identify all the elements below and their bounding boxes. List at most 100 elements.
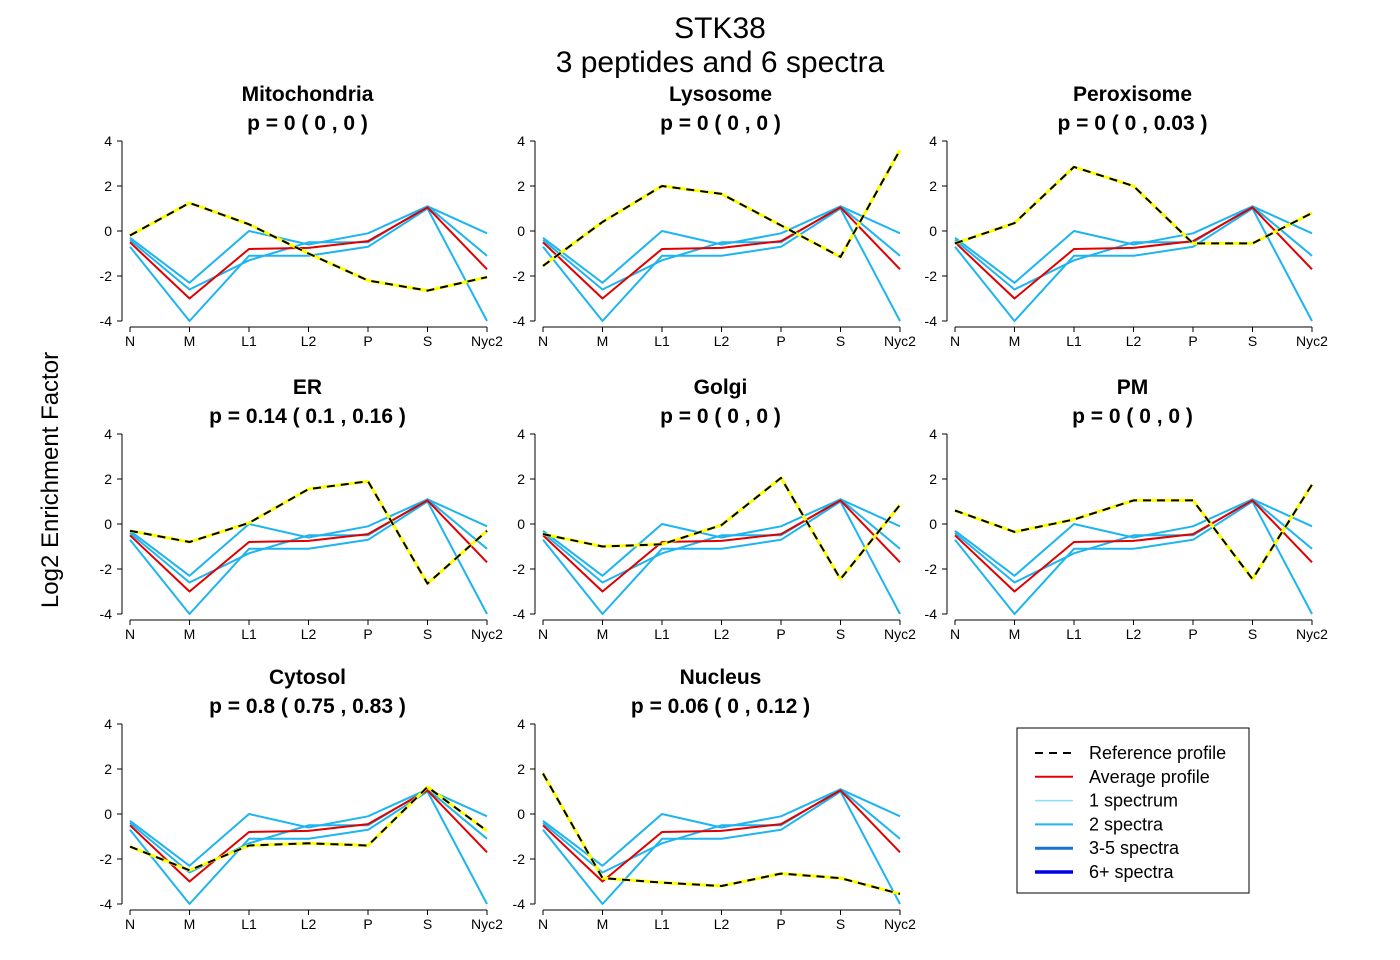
- x-tick-label: Nyc2: [471, 333, 503, 349]
- x-tick-label: Nyc2: [1296, 333, 1328, 349]
- x-tick-label: Nyc2: [471, 916, 503, 932]
- y-tick-label: -2: [100, 268, 113, 284]
- panel-title: Nucleus: [680, 666, 762, 689]
- x-tick-label: L2: [714, 916, 730, 932]
- x-tick-label: Nyc2: [884, 916, 916, 932]
- x-tick-label: M: [597, 626, 609, 642]
- average-profile-line: [129, 789, 488, 883]
- spectrum-line-3: [542, 498, 901, 584]
- x-tick-label: M: [184, 916, 196, 932]
- y-tick-label: 2: [517, 471, 525, 487]
- reference-profile-underline: [954, 483, 1314, 581]
- x-tick-label: L1: [654, 626, 670, 642]
- spectrum-line-2: [129, 790, 488, 905]
- y-tick-label: -4: [100, 896, 113, 912]
- panel-title: Mitochondria: [242, 83, 374, 106]
- y-tick-label: 2: [929, 178, 937, 194]
- average-profile-line: [954, 499, 1313, 593]
- legend-label: 6+ spectra: [1089, 862, 1175, 882]
- x-tick-label: S: [1248, 333, 1257, 349]
- y-tick-label: -2: [513, 268, 526, 284]
- spectrum-line-3: [129, 205, 488, 291]
- legend-item-reference-profile: Reference profile: [1035, 743, 1226, 763]
- x-tick-label: L2: [714, 333, 730, 349]
- legend-label: 1 spectrum: [1089, 791, 1178, 811]
- panel-pm: PM p = 0 ( 0 , 0 ) 4 2 0 -2 -4 N M L1 L2 P S Nyc2: [925, 376, 1329, 642]
- x-tick-label: P: [1188, 626, 1197, 642]
- spectrum-line-3: [954, 498, 1313, 584]
- y-tick-label: 2: [104, 761, 112, 777]
- spectrum-line-3: [129, 788, 488, 874]
- y-tick-label: -4: [925, 313, 938, 329]
- x-tick-label: M: [1009, 333, 1021, 349]
- x-tick-label: M: [184, 626, 196, 642]
- y-tick-label: -4: [100, 313, 113, 329]
- legend-item-3-5-spectra: 3-5 spectra: [1035, 838, 1180, 858]
- x-tick-label: M: [597, 333, 609, 349]
- y-tick-label: 4: [104, 426, 112, 442]
- panel-subtitle: p = 0 ( 0 , 0 ): [1072, 405, 1193, 428]
- x-tick-label: N: [538, 916, 548, 932]
- average-profile-line: [954, 206, 1313, 300]
- x-tick-label: Nyc2: [471, 626, 503, 642]
- spectrum-line-2: [954, 500, 1313, 615]
- x-tick-label: N: [125, 626, 135, 642]
- y-tick-label: -2: [100, 561, 113, 577]
- legend-label: Reference profile: [1089, 743, 1226, 763]
- panel-nucleus: Nucleus p = 0.06 ( 0 , 0.12 ) 4 2 0 -2 -4 N M L1 L…: [513, 666, 917, 932]
- y-tick-label: 0: [104, 223, 112, 239]
- x-tick-label: L2: [714, 626, 730, 642]
- average-profile-line: [129, 206, 488, 300]
- panel-mitochondria: Mitochondria p = 0 ( 0 , 0 ) 4 2 0 -2 -4 N M L1 L2…: [100, 83, 504, 349]
- figure-subtitle: 3 peptides and 6 spectra: [556, 46, 885, 79]
- x-tick-label: S: [423, 916, 432, 932]
- x-tick-label: L2: [301, 626, 317, 642]
- y-tick-label: 0: [517, 516, 525, 532]
- y-tick-label: -2: [925, 268, 938, 284]
- x-tick-label: S: [836, 916, 845, 932]
- x-tick-label: Nyc2: [884, 626, 916, 642]
- x-tick-label: L1: [654, 916, 670, 932]
- legend-item-2-spectra: 2 spectra: [1035, 814, 1164, 834]
- figure-title: STK38: [674, 12, 766, 45]
- x-tick-label: Nyc2: [1296, 626, 1328, 642]
- y-tick-label: -4: [925, 606, 938, 622]
- x-tick-label: P: [363, 916, 372, 932]
- panel-subtitle: p = 0.14 ( 0.1 , 0.16 ): [209, 405, 406, 428]
- x-tick-label: S: [836, 626, 845, 642]
- reference-profile-line: [954, 484, 1313, 581]
- x-tick-label: N: [950, 626, 960, 642]
- x-tick-label: P: [363, 333, 372, 349]
- spectrum-line-3: [129, 498, 488, 584]
- x-tick-label: Nyc2: [884, 333, 916, 349]
- x-tick-label: S: [423, 626, 432, 642]
- reference-profile-line: [129, 201, 488, 292]
- x-tick-label: L2: [301, 916, 317, 932]
- x-tick-label: S: [836, 333, 845, 349]
- legend-item-6-spectra: 6+ spectra: [1035, 862, 1175, 882]
- spectrum-line-2: [542, 500, 901, 615]
- legend-item-average-profile: Average profile: [1035, 767, 1210, 787]
- reference-profile-line: [129, 786, 488, 872]
- y-tick-label: 4: [104, 716, 112, 732]
- x-tick-label: N: [538, 626, 548, 642]
- reference-profile-line: [129, 480, 488, 585]
- reference-profile-underline: [954, 165, 1313, 245]
- y-tick-label: 2: [104, 178, 112, 194]
- x-tick-label: P: [1188, 333, 1197, 349]
- reference-profile-line: [954, 165, 1313, 245]
- reference-profile-underline: [129, 479, 488, 586]
- panel-title: Lysosome: [669, 83, 772, 106]
- spectrum-line-2: [129, 207, 488, 322]
- y-tick-label: -2: [513, 851, 526, 867]
- x-tick-label: N: [125, 916, 135, 932]
- average-profile-line: [129, 499, 488, 593]
- y-tick-label: 4: [929, 426, 937, 442]
- panel-golgi: Golgi p = 0 ( 0 , 0 ) 4 2 0 -2 -4 N M L1 L2 P S Nyc2: [513, 376, 917, 642]
- y-tick-label: 4: [517, 426, 525, 442]
- x-tick-label: L1: [1066, 626, 1082, 642]
- x-tick-label: S: [423, 333, 432, 349]
- reference-profile-line: [542, 476, 901, 581]
- panel-title: PM: [1117, 376, 1149, 399]
